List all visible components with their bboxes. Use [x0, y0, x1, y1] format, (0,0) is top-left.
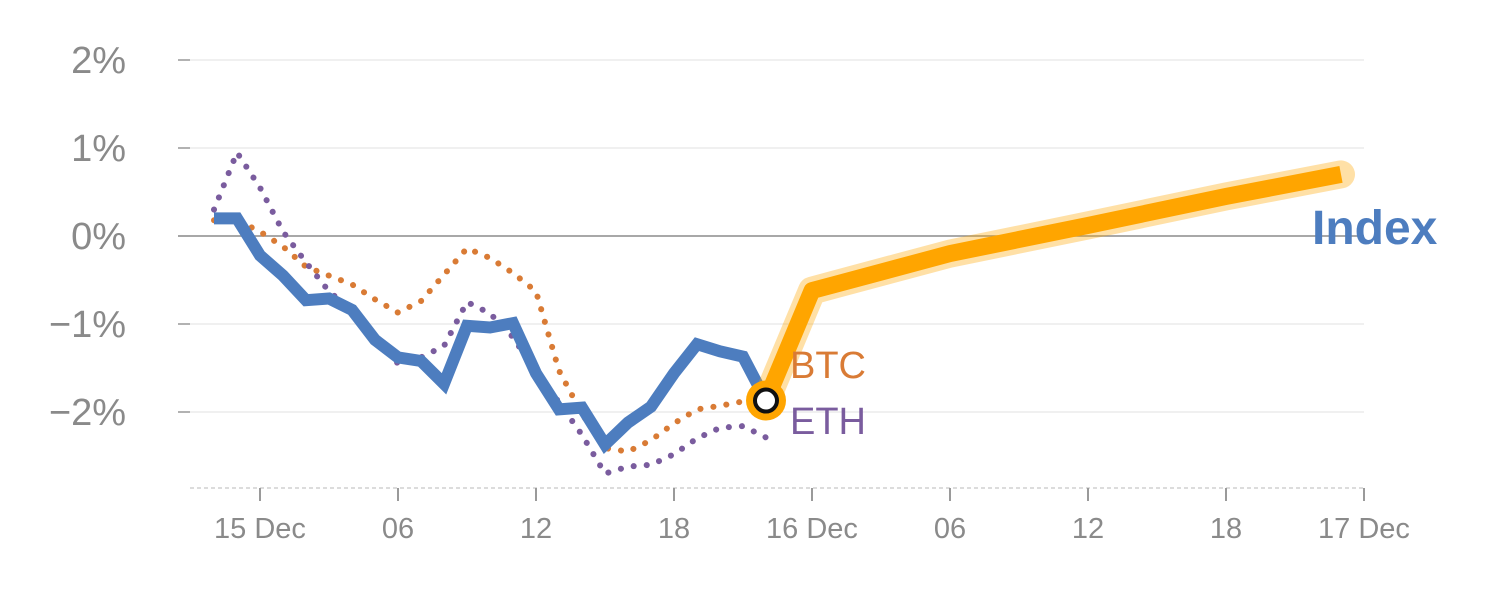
x-axis: 15 Dec 06 12 18 16 Dec 06 12 18 17 Dec — [190, 487, 1410, 545]
index-series-line — [214, 212, 772, 455]
y-tick-label: 2% — [71, 40, 126, 82]
x-tick-label: 16 Dec — [766, 513, 858, 545]
x-tick-label: 06 — [382, 513, 414, 545]
current-point-marker — [753, 387, 779, 414]
x-tick-label: 06 — [934, 513, 966, 545]
y-tick-label: −2% — [49, 392, 126, 434]
x-tick-label: 12 — [520, 513, 552, 545]
btc-series-label: BTC — [790, 345, 866, 387]
eth-series-label: ETH — [790, 401, 866, 443]
x-tick-label: 18 — [1210, 513, 1242, 545]
x-tick-label: 15 Dec — [214, 513, 306, 545]
x-tick-label: 18 — [658, 513, 690, 545]
btc-series-line — [211, 217, 769, 455]
index-series-label: Index — [1312, 202, 1438, 255]
y-tick-label: 1% — [71, 128, 126, 170]
eth-series-line — [211, 149, 769, 477]
x-tick-label: 12 — [1072, 513, 1104, 545]
y-tick-label: −1% — [49, 304, 126, 346]
y-tick-label: 0% — [71, 216, 126, 258]
x-tick-label: 17 Dec — [1318, 513, 1410, 545]
y-axis: 2% 1% 0% −1% −2% — [49, 40, 190, 434]
plot-area — [211, 149, 1355, 477]
projection-line — [758, 166, 1343, 404]
